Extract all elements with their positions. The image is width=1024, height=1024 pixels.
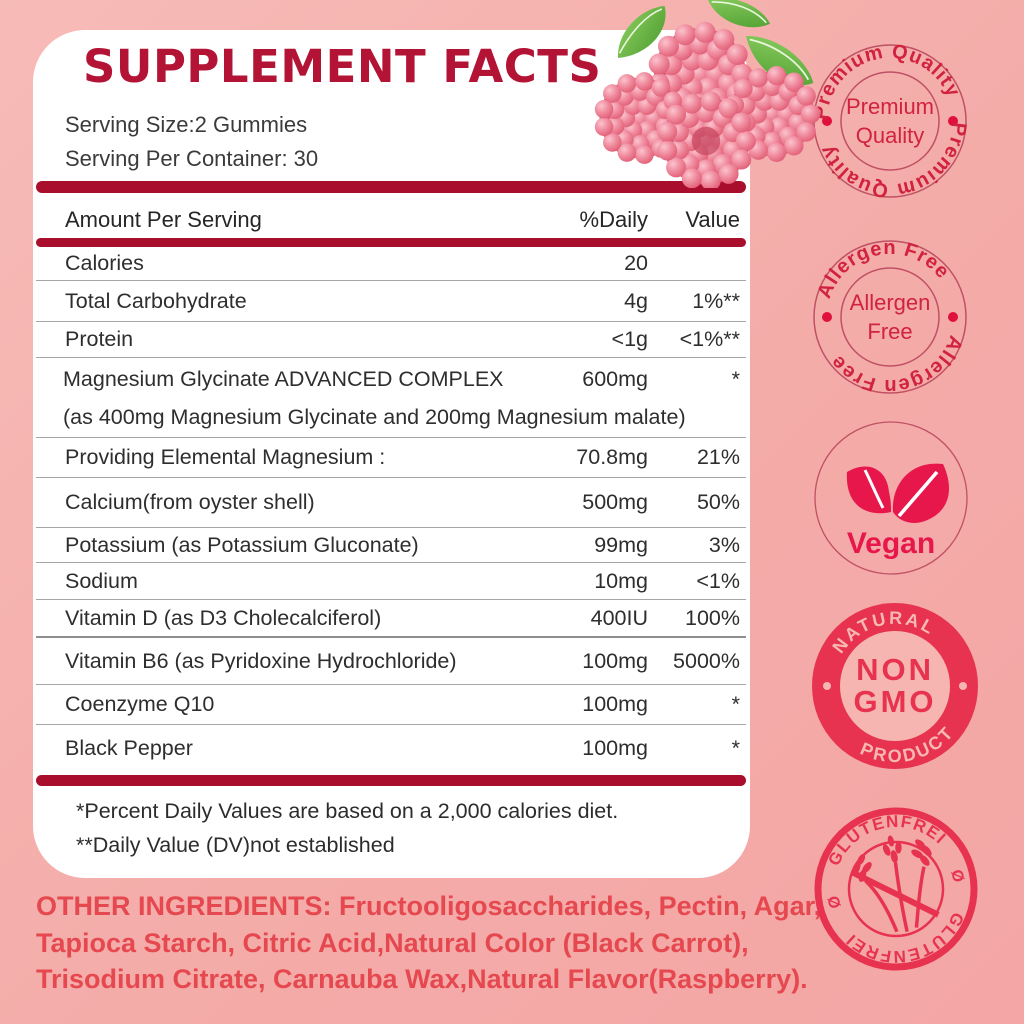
footnote-dv-not-established: **Daily Value (DV)not established (76, 833, 395, 857)
svg-text:GMO: GMO (853, 684, 936, 719)
table-header: Amount Per Serving %Daily Value (36, 202, 746, 238)
table-row-calcium: Calcium(from oyster shell) 500mg 50% (36, 478, 746, 528)
divider-bar-bottom (36, 775, 746, 786)
table-row-potassium: Potassium (as Potassium Gluconate) 99mg … (36, 528, 746, 563)
svg-text:Ø: Ø (947, 868, 966, 884)
divider-bar-top (36, 181, 746, 193)
table-row-elemental-magnesium: Providing Elemental Magnesium : 70.8mg 2… (36, 438, 746, 478)
leaf-heart-icon (846, 463, 949, 523)
dot-icon (959, 682, 967, 690)
premium-quality-badge: Premium Quality Premium Quality Premium … (805, 36, 975, 206)
divider-bar-header (36, 238, 746, 247)
svg-text:Allergen: Allergen (850, 290, 931, 315)
svg-text:Ø: Ø (825, 894, 844, 910)
vegan-badge: Vegan (814, 421, 968, 575)
dot-icon (823, 682, 831, 690)
dot-icon (822, 116, 832, 126)
non-gmo-badge: NATURAL PRODUCT NON GMO (812, 598, 978, 775)
table-row-vitamin-b6: Vitamin B6 (as Pyridoxine Hydrochloride)… (36, 638, 746, 685)
table-row-coenzyme-q10: Coenzyme Q10 100mg * (36, 685, 746, 725)
supplement-facts-panel (33, 30, 750, 878)
table-row-calories: Calories 20 (36, 247, 746, 281)
dot-icon (948, 116, 958, 126)
table-row-protein: Protein <1g <1%** (36, 322, 746, 358)
raspberry-image (594, 0, 821, 188)
crossed-wheat-icon (850, 835, 940, 933)
svg-text:Quality: Quality (856, 123, 924, 148)
magnesium-note: (as 400mg Magnesium Glycinate and 200mg … (63, 405, 686, 429)
footnote-daily-values: *Percent Daily Values are based on a 2,0… (76, 799, 619, 823)
allergen-free-badge: Allergen Free Allergen Free Allergen Fre… (806, 232, 974, 402)
table-row-vitamin-d: Vitamin D (as D3 Cholecalciferol) 400IU … (36, 600, 746, 638)
other-ingredients-text: OTHER INGREDIENTS: Fructooligosaccharide… (36, 891, 822, 994)
glutenfrei-badge: GLUTENFREI GLUTENFREI Ø Ø (814, 800, 978, 978)
table-row-magnesium-complex: Magnesium Glycinate ADVANCED COMPLEX 600… (36, 358, 746, 438)
header-amount-per-serving: Amount Per Serving (65, 207, 262, 232)
table-row-black-pepper: Black Pepper 100mg * (65, 736, 740, 760)
table-row-carbohydrate: Total Carbohydrate 4g 1%** (36, 281, 746, 322)
facts-table: Calories 20 Total Carbohydrate 4g 1%** P… (36, 247, 746, 772)
page-title: SUPPLEMENT FACTS (83, 40, 602, 93)
header-value: Value (685, 207, 740, 232)
table-row-sodium: Sodium 10mg <1% (36, 563, 746, 600)
servings-per-container: Serving Per Container: 30 (65, 146, 319, 171)
dot-icon (948, 312, 958, 322)
header-daily: %Daily (579, 207, 648, 232)
svg-text:Premium: Premium (846, 94, 934, 119)
dot-icon (822, 312, 832, 322)
svg-text:Vegan: Vegan (847, 527, 935, 560)
svg-text:Free: Free (867, 319, 912, 344)
svg-text:NON: NON (856, 652, 934, 687)
serving-size: Serving Size:2 Gummies (65, 112, 308, 137)
